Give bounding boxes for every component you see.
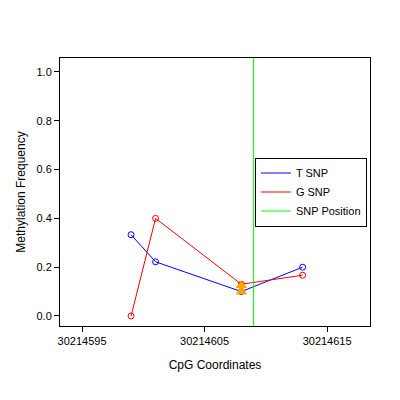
svg-text:0.2: 0.2 [37, 261, 52, 273]
svg-text:SNP Position: SNP Position [296, 205, 361, 217]
svg-text:Methylation Frequency: Methylation Frequency [14, 131, 28, 252]
svg-text:CpG Coordinates: CpG Coordinates [169, 358, 262, 372]
svg-text:0.0: 0.0 [37, 310, 52, 322]
svg-text:30214615: 30214615 [303, 335, 352, 347]
svg-text:30214595: 30214595 [58, 335, 107, 347]
svg-text:G SNP: G SNP [296, 186, 330, 198]
svg-text:1.0: 1.0 [37, 66, 52, 78]
svg-text:30214605: 30214605 [180, 335, 229, 347]
svg-text:0.6: 0.6 [37, 163, 52, 175]
svg-text:0.4: 0.4 [37, 212, 52, 224]
svg-text:0.8: 0.8 [37, 115, 52, 127]
svg-text:T SNP: T SNP [296, 167, 328, 179]
